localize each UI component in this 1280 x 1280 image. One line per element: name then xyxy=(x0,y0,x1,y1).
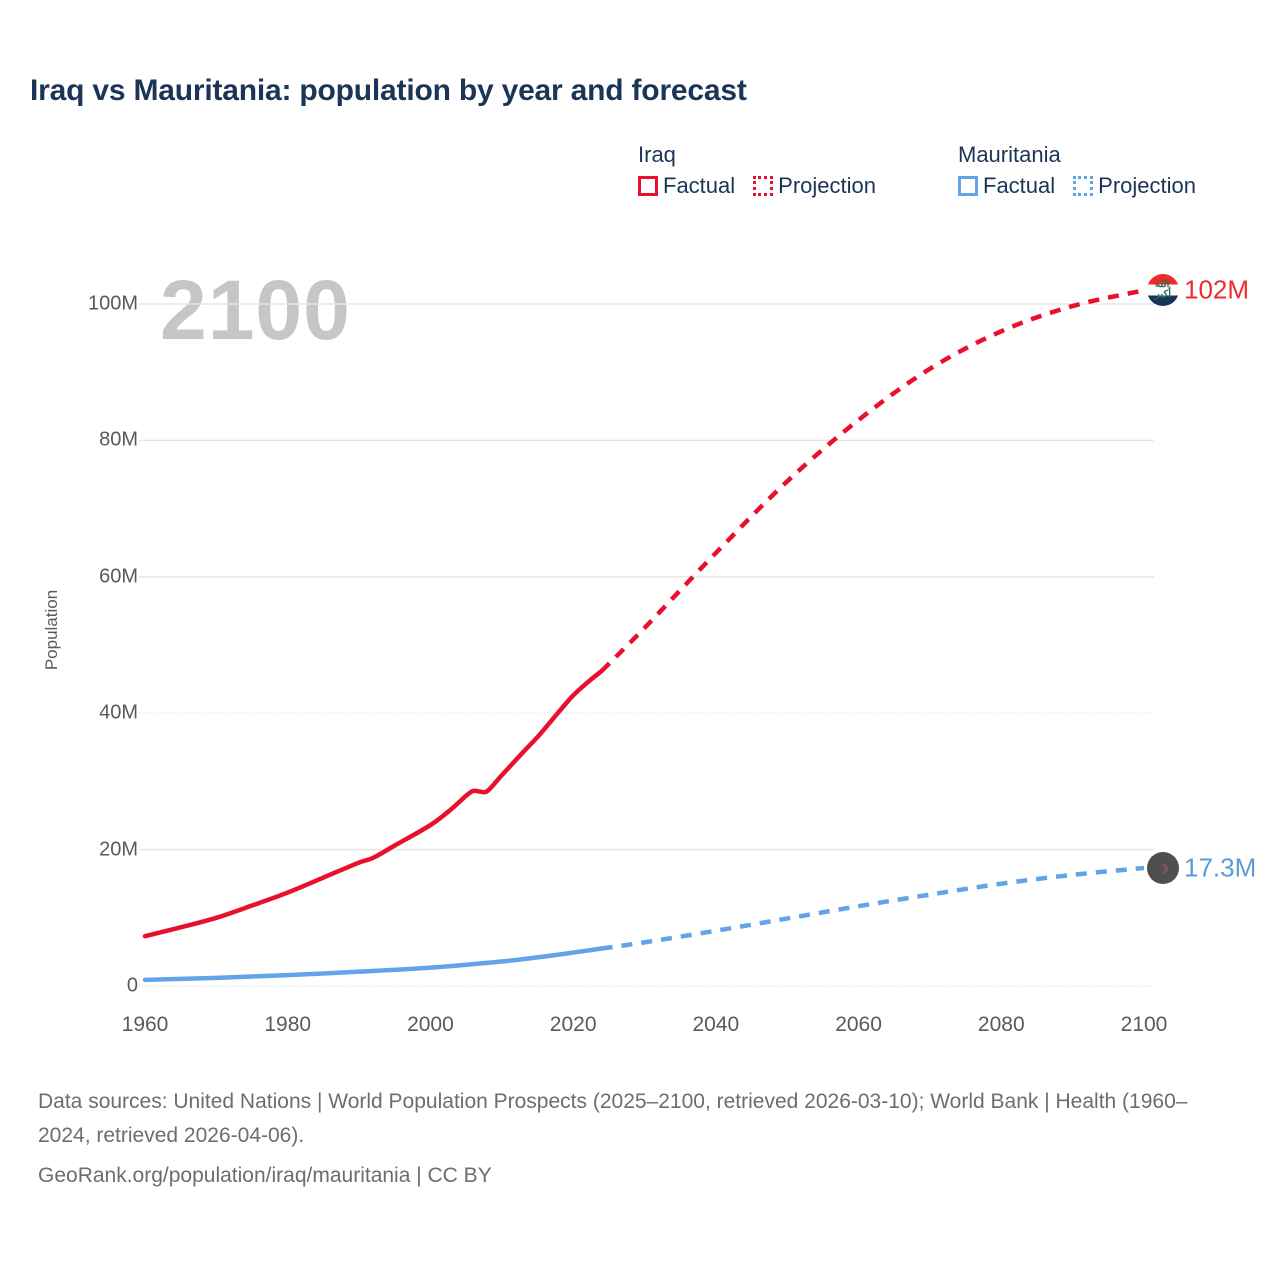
legend-label-iraq-factual: Factual xyxy=(663,173,736,198)
y-axis-tick-label: 20M xyxy=(99,838,138,861)
y-axis-tick-label: 60M xyxy=(99,565,138,588)
legend-label-mauritania-factual: Factual xyxy=(983,173,1056,198)
legend-swatch-dotted-icon xyxy=(753,176,774,196)
legend-country-mauritania: Mauritania xyxy=(958,142,1061,167)
legend-country-iraq: Iraq xyxy=(638,142,676,167)
x-axis-tick-label: 2080 xyxy=(977,1013,1025,1036)
y-axis-title: Population xyxy=(42,589,61,671)
year-watermark: 2100 xyxy=(160,263,351,357)
x-axis-tick-label: 1960 xyxy=(121,1013,169,1036)
x-axis-tick-label: 2100 xyxy=(1120,1013,1168,1036)
x-axis-tick-label: 2040 xyxy=(692,1013,740,1036)
page-title: Iraq vs Mauritania: population by year a… xyxy=(30,74,747,107)
chart-legend: Iraq Factual Projection Mauritania Factu… xyxy=(638,142,1258,222)
footer-attribution: GeoRank.org/population/iraq/mauritania |… xyxy=(38,1164,492,1187)
iraq-flag-icon: الله أكبر xyxy=(1147,274,1179,307)
chart-svg xyxy=(139,288,1154,987)
mauritania-flag-icon: ☽ xyxy=(1147,852,1179,884)
legend-item-mauritania-factual[interactable]: Factual xyxy=(958,174,1055,198)
legend-group-mauritania: Mauritania Factual Projection xyxy=(958,142,1196,198)
legend-item-mauritania-projection[interactable]: Projection xyxy=(1073,174,1196,198)
y-axis-tick-label: 80M xyxy=(99,428,138,451)
legend-swatch-solid-icon xyxy=(638,176,658,196)
y-axis-tick-label: 40M xyxy=(99,701,138,724)
endpoint-value-label: 102M xyxy=(1184,274,1250,305)
legend-label-mauritania-projection: Projection xyxy=(1098,173,1196,198)
footer-data-sources: Data sources: United Nations | World Pop… xyxy=(38,1090,1188,1147)
x-axis-tick-label: 1980 xyxy=(264,1013,312,1036)
legend-item-iraq-factual[interactable]: Factual xyxy=(638,174,735,198)
x-axis-tick-label: 2020 xyxy=(549,1013,597,1036)
plot-area: Population 0 20M 40M 60M 80M 100M 1960 1980 200… xyxy=(42,274,1257,1036)
y-axis-tick-label: 0 xyxy=(126,974,138,997)
legend-item-iraq-projection[interactable]: Projection xyxy=(753,174,876,198)
legend-swatch-dotted-icon xyxy=(1073,176,1094,196)
footer: Data sources: United Nations | World Pop… xyxy=(38,1085,1238,1193)
x-axis-tick-label: 2060 xyxy=(835,1013,882,1036)
x-axis-tick-label: 2000 xyxy=(407,1013,454,1036)
legend-swatch-solid-icon xyxy=(958,176,978,196)
y-axis-tick-label: 100M xyxy=(87,292,138,315)
legend-label-iraq-projection: Projection xyxy=(778,173,876,198)
endpoint-value-label: 17.3M xyxy=(1184,852,1257,883)
legend-group-iraq: Iraq Factual Projection xyxy=(638,142,876,198)
